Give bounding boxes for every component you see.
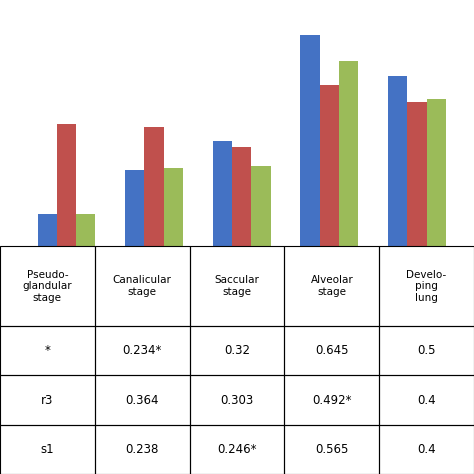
Bar xyxy=(95,246,190,326)
Text: 0.238: 0.238 xyxy=(126,443,159,456)
Text: s1: s1 xyxy=(41,443,54,456)
Text: 0.303: 0.303 xyxy=(220,393,254,407)
Bar xyxy=(190,425,284,474)
Bar xyxy=(301,35,320,246)
Bar xyxy=(190,326,284,375)
Bar xyxy=(251,165,271,246)
Text: 0.565: 0.565 xyxy=(315,443,348,456)
Bar xyxy=(95,425,190,474)
Bar xyxy=(213,141,232,246)
Bar xyxy=(284,375,379,425)
Bar xyxy=(0,375,95,425)
Bar xyxy=(0,246,95,326)
Bar xyxy=(190,375,284,425)
Text: 0.4: 0.4 xyxy=(417,443,436,456)
Text: Pseudo-
glandular
stage: Pseudo- glandular stage xyxy=(23,270,72,303)
Bar xyxy=(95,326,190,375)
Text: 0.492*: 0.492* xyxy=(312,393,352,407)
Bar xyxy=(0,326,95,375)
Text: Canalicular
stage: Canalicular stage xyxy=(113,275,172,297)
Bar xyxy=(379,375,474,425)
Bar xyxy=(125,170,145,246)
Bar xyxy=(284,425,379,474)
Bar xyxy=(407,102,427,246)
Bar xyxy=(145,127,164,246)
Bar xyxy=(57,124,76,246)
Bar xyxy=(320,85,339,246)
Bar xyxy=(190,246,284,326)
Bar xyxy=(0,425,95,474)
Text: 0.5: 0.5 xyxy=(417,344,436,357)
Text: *: * xyxy=(45,344,50,357)
Bar xyxy=(284,326,379,375)
Text: 0.246*: 0.246* xyxy=(217,443,257,456)
Text: 0.234*: 0.234* xyxy=(122,344,162,357)
Bar xyxy=(379,246,474,326)
Bar xyxy=(379,425,474,474)
Bar xyxy=(379,326,474,375)
Bar xyxy=(76,214,95,246)
Bar xyxy=(284,246,379,326)
Text: r3: r3 xyxy=(41,393,54,407)
Text: 0.645: 0.645 xyxy=(315,344,348,357)
Bar xyxy=(427,99,446,246)
Bar xyxy=(164,168,183,246)
Text: Develo-
ping
lung: Develo- ping lung xyxy=(407,270,447,303)
Bar xyxy=(37,214,57,246)
Text: Saccular
stage: Saccular stage xyxy=(215,275,259,297)
Text: 0.364: 0.364 xyxy=(126,393,159,407)
Text: 0.4: 0.4 xyxy=(417,393,436,407)
Text: 0.32: 0.32 xyxy=(224,344,250,357)
Bar xyxy=(232,147,251,246)
Bar xyxy=(339,61,358,246)
Text: Alveolar
stage: Alveolar stage xyxy=(310,275,353,297)
Bar xyxy=(388,75,407,246)
Bar xyxy=(95,375,190,425)
